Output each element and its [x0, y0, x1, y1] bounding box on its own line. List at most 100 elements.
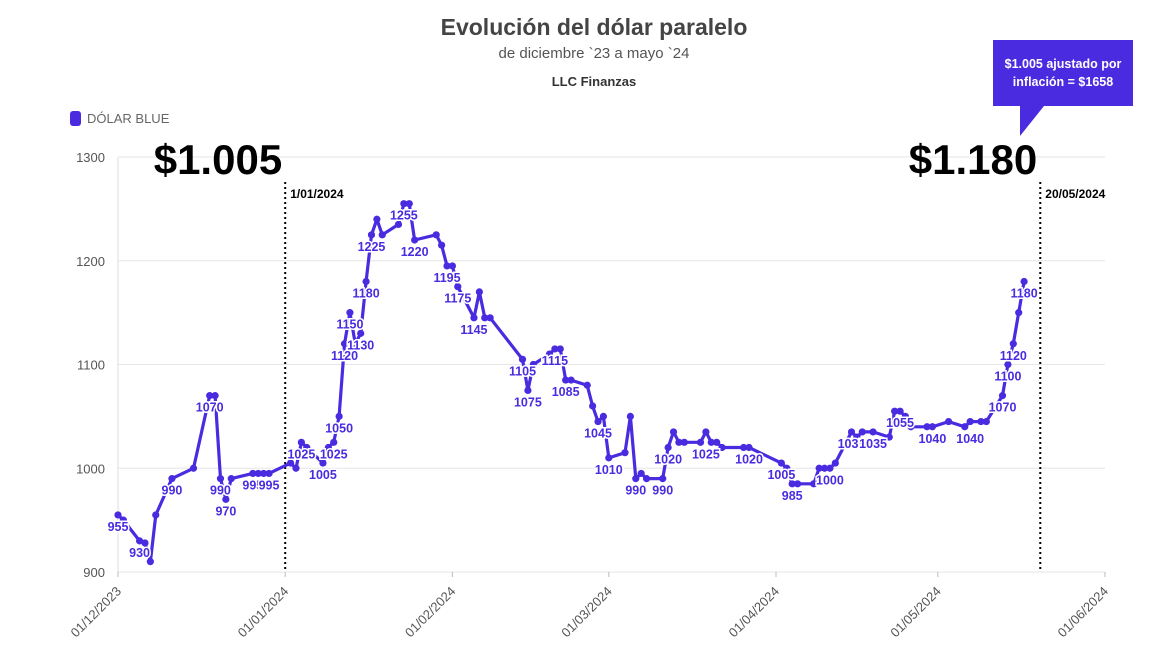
data-point	[324, 443, 332, 452]
data-point	[669, 428, 678, 436]
data-point	[292, 464, 300, 472]
data-label: 1180	[1011, 287, 1038, 301]
data-point	[944, 417, 953, 426]
data-label: 1120	[1000, 349, 1027, 363]
data-label: 1100	[994, 370, 1021, 384]
data-point	[869, 428, 877, 436]
data-point	[286, 459, 295, 467]
chart-source: LLC Finanzas	[551, 74, 637, 89]
callout-line-1: $1.005 ajustado por	[1004, 57, 1122, 71]
data-point	[1009, 340, 1017, 348]
data-point	[777, 459, 785, 467]
data-label: 1255	[390, 209, 418, 223]
data-point	[923, 423, 931, 431]
data-label: 1025	[287, 447, 315, 461]
data-point	[448, 262, 456, 270]
data-point	[847, 428, 856, 436]
data-point	[249, 469, 257, 478]
data-label: 1025	[692, 447, 720, 461]
data-point	[227, 475, 235, 483]
data-point	[405, 200, 413, 208]
data-point	[713, 438, 721, 446]
data-point	[966, 417, 974, 426]
data-label: 990	[210, 484, 231, 498]
data-label: 1020	[735, 453, 763, 467]
data-point	[928, 423, 937, 431]
data-point	[481, 314, 489, 322]
x-tick-label: 01/02/2024	[402, 584, 459, 641]
data-point	[1004, 360, 1012, 369]
data-point	[605, 454, 613, 462]
data-point	[303, 443, 311, 452]
annotation-date-label: 20/05/2024	[1045, 187, 1105, 201]
data-point	[146, 558, 154, 566]
data-label: 1130	[347, 338, 374, 352]
legend: DÓLAR BLUE	[70, 111, 169, 126]
x-tick-label: 01/04/2024	[725, 584, 782, 641]
data-point	[189, 464, 198, 472]
y-tick-label: 1200	[76, 254, 105, 269]
data-point	[357, 329, 365, 337]
data-point	[432, 231, 440, 239]
data-point	[475, 288, 483, 296]
data-point	[831, 459, 839, 467]
data-point	[518, 355, 527, 363]
y-tick-label: 1100	[77, 358, 105, 373]
data-point	[216, 475, 225, 483]
data-point	[168, 475, 176, 483]
data-label: 1055	[886, 416, 914, 430]
data-point	[297, 438, 305, 446]
data-point	[961, 423, 969, 431]
annotation-big-label: $1.180	[909, 136, 1037, 183]
data-label: 985	[782, 489, 803, 503]
chart-subtitle: de diciembre `23 a mayo `24	[498, 45, 690, 62]
data-point	[400, 200, 408, 208]
data-label: 990	[162, 484, 183, 498]
data-point	[621, 449, 629, 457]
data-label: 970	[215, 504, 236, 518]
data-point	[470, 314, 478, 322]
x-tick-label: 01/06/2024	[1054, 584, 1111, 641]
y-tick-label: 1300	[76, 150, 105, 165]
data-point	[260, 469, 268, 478]
data-label: 1010	[595, 463, 623, 477]
data-point	[351, 340, 359, 348]
data-label: 930	[129, 546, 150, 560]
data-point	[626, 412, 634, 420]
data-point	[114, 511, 122, 519]
data-point	[438, 241, 446, 249]
data-point	[346, 309, 354, 317]
data-point	[696, 438, 705, 446]
data-point	[594, 417, 602, 426]
data-point	[319, 459, 327, 467]
data-point	[853, 433, 861, 441]
data-label: 1195	[433, 271, 460, 285]
data-point	[982, 417, 990, 426]
data-point	[740, 443, 748, 452]
inflation-callout: $1.005 ajustado por inflación = $1658	[993, 40, 1133, 106]
data-point	[394, 220, 403, 229]
data-point	[362, 277, 370, 286]
data-point	[211, 392, 219, 400]
data-label: 1120	[331, 349, 358, 363]
data-point	[545, 350, 554, 358]
callout-tail	[1020, 106, 1044, 136]
data-point	[222, 495, 230, 503]
data-label: 1025	[320, 447, 348, 461]
data-point	[664, 443, 672, 452]
data-point	[702, 428, 710, 436]
data-label: 1145	[460, 323, 487, 337]
data-point	[367, 231, 376, 239]
data-point	[335, 412, 343, 420]
data-point	[901, 412, 910, 420]
data-label: 1220	[401, 245, 429, 259]
data-point	[885, 433, 893, 441]
data-point	[632, 475, 640, 483]
data-point	[907, 423, 915, 431]
data-point	[254, 469, 262, 478]
annotation-big-label: $1.005	[154, 136, 282, 183]
data-label: 1035	[838, 437, 866, 451]
data-point	[1015, 309, 1023, 317]
data-point	[562, 376, 570, 384]
data-label: 1040	[956, 432, 984, 446]
